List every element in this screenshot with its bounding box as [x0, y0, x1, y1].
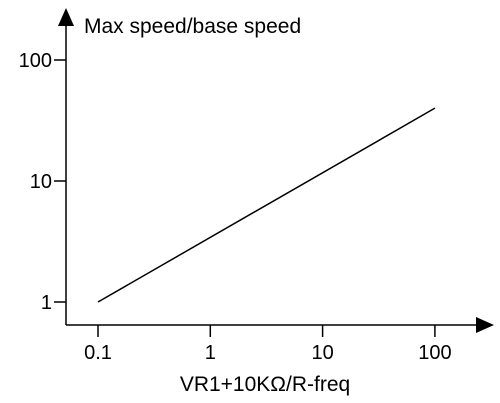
- x-tick-label: 0.1: [84, 342, 112, 364]
- y-tick-label: 10: [30, 171, 52, 193]
- y-tick-label: 100: [19, 50, 52, 72]
- series-line: [97, 107, 436, 303]
- x-tick-label: 1: [205, 342, 216, 364]
- x-axis-label: VR1+10KΩ/R-freq: [180, 373, 350, 396]
- series-group: [97, 107, 436, 303]
- x-tick-label: 10: [311, 342, 333, 364]
- tick-group: 0.1 1 10 100 1 10 100: [19, 50, 452, 364]
- x-axis-arrow: [476, 317, 494, 333]
- y-axis-label: Max speed/base speed: [84, 15, 301, 38]
- y-tick-label: 1: [41, 292, 52, 314]
- y-axis-arrow: [58, 8, 74, 26]
- x-tick-label: 100: [418, 342, 451, 364]
